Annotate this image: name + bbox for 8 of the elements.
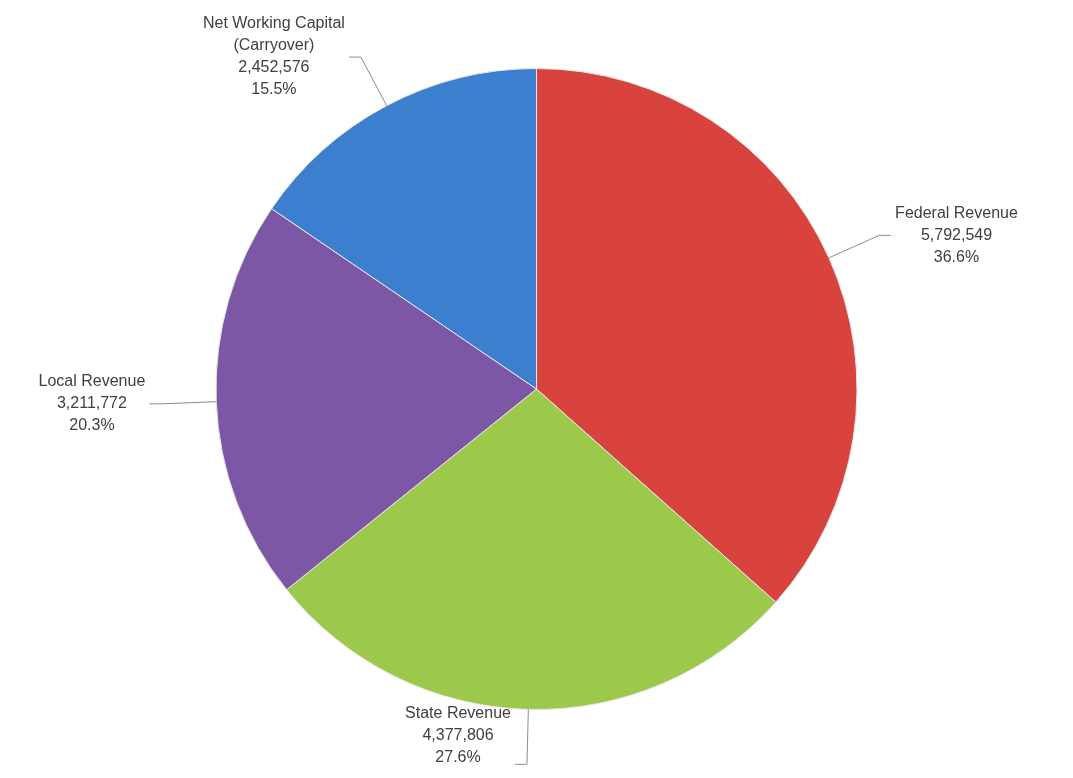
slice-label: State Revenue [405,704,512,722]
slice-label: Federal Revenue [895,203,1018,221]
slice-label: Local Revenue [38,372,146,390]
data-label: 2,452,576 15.5% [238,58,310,98]
data-label: 5,792,549 36.6% [920,225,993,265]
slice-label: Net Working Capital (Carryover) [202,14,345,54]
data-label: 3,211,772 20.3% [56,394,128,434]
data-label: 4,377,806 27.6% [422,726,494,766]
